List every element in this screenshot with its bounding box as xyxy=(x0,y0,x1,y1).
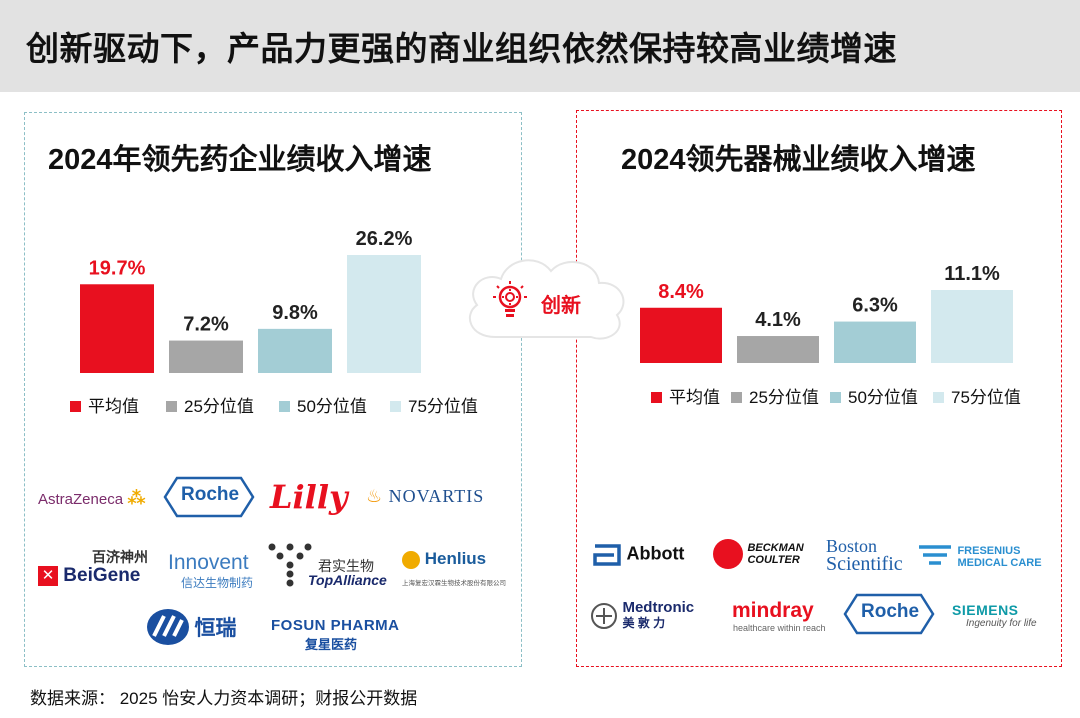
lilly-logo: Lilly xyxy=(270,478,348,516)
data-label: 6.3% xyxy=(852,295,898,317)
device-growth-chart: 8.4% 4.1% 6.3% 11.1% 平均值 25分位值 50分位值 75分位值 xyxy=(640,263,1021,407)
legend-label: 50分位值 xyxy=(297,397,367,416)
novartis-logo: ♨ NOVARTIS xyxy=(366,486,485,506)
innovent-logo: Innovent xyxy=(168,551,249,574)
astrazeneca-logo: AstraZeneca ⁂ xyxy=(38,488,146,508)
legend-label: 25分位值 xyxy=(749,388,819,407)
henlius-mark-icon xyxy=(402,550,420,569)
bar-25分位值 xyxy=(169,340,243,373)
legend-swatch xyxy=(70,401,81,412)
boston-scientific-logo: Boston Scientific xyxy=(826,536,903,575)
beigene-mark-icon: ✕ xyxy=(38,565,58,586)
medtronic-mark-icon xyxy=(591,602,617,629)
legend-swatch xyxy=(731,392,742,403)
legend-label: 25分位值 xyxy=(184,397,254,416)
bar-50分位值 xyxy=(834,321,916,363)
henlius-logo: Henlius xyxy=(402,549,486,569)
data-label: 4.1% xyxy=(755,309,801,331)
legend-label: 平均值 xyxy=(669,388,720,407)
data-label: 19.7% xyxy=(89,257,146,279)
legend-swatch xyxy=(166,401,177,412)
bar-平均值 xyxy=(80,284,154,373)
legend-swatch xyxy=(279,401,290,412)
henlius-cn-logo: 上海复宏汉霖生物技术股份有限公司 xyxy=(402,580,506,587)
bar-平均值 xyxy=(640,307,722,363)
data-source-note: 数据来源： 2025 怡安人力资本调研；财报公开数据 xyxy=(30,689,418,708)
bar-75分位值 xyxy=(347,255,421,373)
beigene-logo: ✕ BeiGene xyxy=(38,565,140,587)
device-chart-title: 2024领先器械业绩收入增速 xyxy=(621,144,976,176)
roche-logo-device: Roche xyxy=(843,593,935,640)
siemens-logo: SIEMENS xyxy=(952,602,1019,618)
legend-label: 75分位值 xyxy=(408,397,478,416)
beckman-mark-icon xyxy=(713,539,743,569)
pharma-growth-chart: 19.7% 7.2% 9.8% 26.2% 平均值 25分位值 50分位值 75分位值 xyxy=(70,228,478,416)
innovation-label: 创新 xyxy=(541,295,581,317)
roche-logo-pharma: Roche xyxy=(163,476,255,523)
title-bar: 创新驱动下，产品力更强的商业组织依然保持较高业绩增速 xyxy=(0,0,1080,92)
bar-25分位值 xyxy=(737,336,819,363)
fosun-logo: FOSUN PHARMA xyxy=(271,617,400,634)
novartis-flame-icon: ♨ xyxy=(366,486,384,506)
data-label: 9.8% xyxy=(272,302,318,324)
device-panel xyxy=(576,110,1062,667)
astrazeneca-symbol-icon: ⁂ xyxy=(127,488,146,508)
innovation-cloud xyxy=(468,259,625,340)
siemens-tagline: Ingenuity for life xyxy=(966,618,1037,629)
abbott-logo: Abbott xyxy=(592,540,684,568)
abbott-mark-icon xyxy=(593,544,621,566)
legend-swatch xyxy=(830,392,841,403)
hengrui-logo: 恒瑞 xyxy=(146,608,236,646)
legend-label: 75分位值 xyxy=(951,388,1021,407)
topalliance-mark-icon xyxy=(268,543,312,587)
legend-swatch xyxy=(390,401,401,412)
roche-hexagon-icon xyxy=(843,593,935,635)
data-label: 26.2% xyxy=(356,228,413,250)
bar-50分位值 xyxy=(258,328,332,373)
legend-swatch xyxy=(933,392,944,403)
pharma-panel xyxy=(24,112,522,667)
beckman-coulter-logo: BECKMAN COULTER xyxy=(713,539,804,569)
legend-label: 50分位值 xyxy=(848,388,918,407)
mindray-logo: mindray xyxy=(732,599,814,622)
mindray-tagline: healthcare within reach xyxy=(733,623,826,633)
data-label: 7.2% xyxy=(183,314,229,336)
lightbulb-gear-icon xyxy=(493,281,527,317)
page-title: 创新驱动下，产品力更强的商业组织依然保持较高业绩增速 xyxy=(26,30,897,67)
fresenius-logo: FRESENIUS MEDICAL CARE xyxy=(917,544,1042,570)
medtronic-logo: Medtronic 美 敦 力 xyxy=(590,600,694,631)
innovent-cn-logo: 信达生物制药 xyxy=(181,576,254,590)
roche-hexagon-icon xyxy=(163,476,255,518)
pharma-chart-title: 2024年领先药企业绩收入增速 xyxy=(48,144,432,176)
topalliance-logo: TopAlliance xyxy=(308,572,387,588)
topalliance-cn-logo: 君实生物 xyxy=(318,558,374,574)
legend-label: 平均值 xyxy=(88,397,139,416)
data-label: 8.4% xyxy=(658,281,704,303)
legend-swatch xyxy=(651,392,662,403)
beigene-cn-logo: 百济神州 xyxy=(92,549,148,565)
fresenius-mark-icon xyxy=(919,545,951,565)
hengrui-mark-icon xyxy=(147,609,189,645)
fosun-cn-logo: 复星医药 xyxy=(305,637,358,652)
bar-75分位值 xyxy=(931,290,1013,363)
data-label: 11.1% xyxy=(944,263,1000,285)
